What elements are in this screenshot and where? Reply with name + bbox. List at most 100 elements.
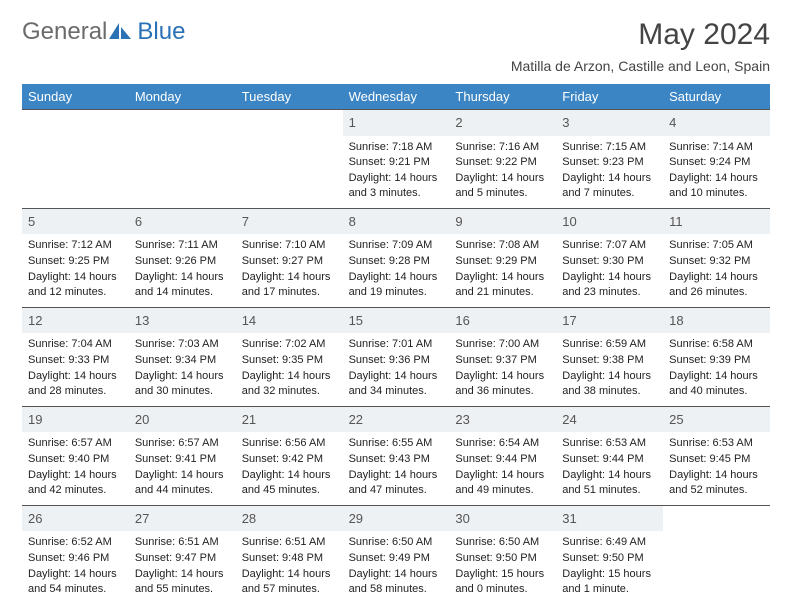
month-title: May 2024: [511, 18, 770, 52]
day-number: 8: [343, 209, 450, 235]
week-row: 1Sunrise: 7:18 AMSunset: 9:21 PMDaylight…: [22, 109, 770, 208]
daylight-text: Daylight: 14 hours and 12 minutes.: [28, 270, 123, 300]
daylight-text: Daylight: 14 hours and 17 minutes.: [242, 270, 337, 300]
sunset-text: Sunset: 9:32 PM: [669, 254, 764, 269]
day-content: Sunrise: 7:09 AMSunset: 9:28 PMDaylight:…: [343, 234, 450, 306]
day-content: Sunrise: 6:50 AMSunset: 9:49 PMDaylight:…: [343, 531, 450, 603]
day-content: Sunrise: 7:10 AMSunset: 9:27 PMDaylight:…: [236, 234, 343, 306]
week-row: 19Sunrise: 6:57 AMSunset: 9:40 PMDayligh…: [22, 406, 770, 505]
sunset-text: Sunset: 9:47 PM: [135, 551, 230, 566]
day-cell: 18Sunrise: 6:58 AMSunset: 9:39 PMDayligh…: [663, 307, 770, 406]
day-content: Sunrise: 7:01 AMSunset: 9:36 PMDaylight:…: [343, 333, 450, 405]
day-cell: 6Sunrise: 7:11 AMSunset: 9:26 PMDaylight…: [129, 208, 236, 307]
sunset-text: Sunset: 9:27 PM: [242, 254, 337, 269]
day-cell: 27Sunrise: 6:51 AMSunset: 9:47 PMDayligh…: [129, 505, 236, 604]
day-cell: 9Sunrise: 7:08 AMSunset: 9:29 PMDaylight…: [449, 208, 556, 307]
sunset-text: Sunset: 9:36 PM: [349, 353, 444, 368]
day-cell: 25Sunrise: 6:53 AMSunset: 9:45 PMDayligh…: [663, 406, 770, 505]
sunrise-text: Sunrise: 6:55 AM: [349, 436, 444, 451]
page-header: General Blue May 2024 Matilla de Arzon, …: [22, 18, 770, 74]
day-content: Sunrise: 7:00 AMSunset: 9:37 PMDaylight:…: [449, 333, 556, 405]
day-cell: 12Sunrise: 7:04 AMSunset: 9:33 PMDayligh…: [22, 307, 129, 406]
day-number: 25: [663, 407, 770, 433]
day-cell: 20Sunrise: 6:57 AMSunset: 9:41 PMDayligh…: [129, 406, 236, 505]
daylight-text: Daylight: 14 hours and 32 minutes.: [242, 369, 337, 399]
calendar: SundayMondayTuesdayWednesdayThursdayFrid…: [22, 84, 770, 604]
sunrise-text: Sunrise: 7:15 AM: [562, 140, 657, 155]
day-number: 11: [663, 209, 770, 235]
day-content: Sunrise: 7:03 AMSunset: 9:34 PMDaylight:…: [129, 333, 236, 405]
day-cell: 31Sunrise: 6:49 AMSunset: 9:50 PMDayligh…: [556, 505, 663, 604]
sunset-text: Sunset: 9:50 PM: [562, 551, 657, 566]
sunset-text: Sunset: 9:33 PM: [28, 353, 123, 368]
logo-text-general: General: [22, 18, 107, 46]
sunrise-text: Sunrise: 7:04 AM: [28, 337, 123, 352]
day-number: 12: [22, 308, 129, 334]
daylight-text: Daylight: 14 hours and 36 minutes.: [455, 369, 550, 399]
daylight-text: Daylight: 14 hours and 23 minutes.: [562, 270, 657, 300]
day-content: Sunrise: 6:56 AMSunset: 9:42 PMDaylight:…: [236, 432, 343, 504]
logo-sails-icon: [107, 19, 133, 46]
sunset-text: Sunset: 9:22 PM: [455, 155, 550, 170]
day-number: 30: [449, 506, 556, 532]
daylight-text: Daylight: 14 hours and 38 minutes.: [562, 369, 657, 399]
day-content: Sunrise: 6:54 AMSunset: 9:44 PMDaylight:…: [449, 432, 556, 504]
daylight-text: Daylight: 14 hours and 30 minutes.: [135, 369, 230, 399]
week-row: 26Sunrise: 6:52 AMSunset: 9:46 PMDayligh…: [22, 505, 770, 604]
sunrise-text: Sunrise: 7:16 AM: [455, 140, 550, 155]
day-header-cell: Thursday: [449, 84, 556, 109]
day-content: Sunrise: 7:11 AMSunset: 9:26 PMDaylight:…: [129, 234, 236, 306]
sunrise-text: Sunrise: 7:00 AM: [455, 337, 550, 352]
day-cell: 24Sunrise: 6:53 AMSunset: 9:44 PMDayligh…: [556, 406, 663, 505]
sunrise-text: Sunrise: 7:01 AM: [349, 337, 444, 352]
sunrise-text: Sunrise: 7:10 AM: [242, 238, 337, 253]
day-cell: 10Sunrise: 7:07 AMSunset: 9:30 PMDayligh…: [556, 208, 663, 307]
sunset-text: Sunset: 9:44 PM: [562, 452, 657, 467]
daylight-text: Daylight: 14 hours and 7 minutes.: [562, 171, 657, 201]
day-number: 15: [343, 308, 450, 334]
empty-cell: [663, 505, 770, 604]
day-content: Sunrise: 7:18 AMSunset: 9:21 PMDaylight:…: [343, 136, 450, 208]
sunset-text: Sunset: 9:26 PM: [135, 254, 230, 269]
sunrise-text: Sunrise: 6:57 AM: [135, 436, 230, 451]
day-number: 7: [236, 209, 343, 235]
day-header-cell: Monday: [129, 84, 236, 109]
sunrise-text: Sunrise: 6:53 AM: [562, 436, 657, 451]
sunrise-text: Sunrise: 6:50 AM: [455, 535, 550, 550]
sunrise-text: Sunrise: 7:11 AM: [135, 238, 230, 253]
day-number: 20: [129, 407, 236, 433]
sunrise-text: Sunrise: 7:12 AM: [28, 238, 123, 253]
sunrise-text: Sunrise: 7:07 AM: [562, 238, 657, 253]
sunset-text: Sunset: 9:25 PM: [28, 254, 123, 269]
day-cell: 13Sunrise: 7:03 AMSunset: 9:34 PMDayligh…: [129, 307, 236, 406]
daylight-text: Daylight: 14 hours and 47 minutes.: [349, 468, 444, 498]
sunrise-text: Sunrise: 6:58 AM: [669, 337, 764, 352]
empty-cell: [22, 109, 129, 208]
day-number: 23: [449, 407, 556, 433]
daylight-text: Daylight: 14 hours and 14 minutes.: [135, 270, 230, 300]
day-content: Sunrise: 7:07 AMSunset: 9:30 PMDaylight:…: [556, 234, 663, 306]
day-number: 2: [449, 110, 556, 136]
day-content: Sunrise: 6:51 AMSunset: 9:48 PMDaylight:…: [236, 531, 343, 603]
day-cell: 17Sunrise: 6:59 AMSunset: 9:38 PMDayligh…: [556, 307, 663, 406]
day-cell: 1Sunrise: 7:18 AMSunset: 9:21 PMDaylight…: [343, 109, 450, 208]
daylight-text: Daylight: 14 hours and 44 minutes.: [135, 468, 230, 498]
sunset-text: Sunset: 9:35 PM: [242, 353, 337, 368]
sunrise-text: Sunrise: 6:56 AM: [242, 436, 337, 451]
day-cell: 4Sunrise: 7:14 AMSunset: 9:24 PMDaylight…: [663, 109, 770, 208]
sunset-text: Sunset: 9:39 PM: [669, 353, 764, 368]
day-content: Sunrise: 7:04 AMSunset: 9:33 PMDaylight:…: [22, 333, 129, 405]
day-cell: 22Sunrise: 6:55 AMSunset: 9:43 PMDayligh…: [343, 406, 450, 505]
day-number: 28: [236, 506, 343, 532]
sunrise-text: Sunrise: 7:08 AM: [455, 238, 550, 253]
day-cell: 28Sunrise: 6:51 AMSunset: 9:48 PMDayligh…: [236, 505, 343, 604]
daylight-text: Daylight: 14 hours and 10 minutes.: [669, 171, 764, 201]
weeks-container: 1Sunrise: 7:18 AMSunset: 9:21 PMDaylight…: [22, 109, 770, 604]
daylight-text: Daylight: 15 hours and 0 minutes.: [455, 567, 550, 597]
sunset-text: Sunset: 9:29 PM: [455, 254, 550, 269]
sunrise-text: Sunrise: 6:57 AM: [28, 436, 123, 451]
daylight-text: Daylight: 14 hours and 26 minutes.: [669, 270, 764, 300]
sunset-text: Sunset: 9:30 PM: [562, 254, 657, 269]
day-header-cell: Wednesday: [343, 84, 450, 109]
day-content: Sunrise: 6:57 AMSunset: 9:40 PMDaylight:…: [22, 432, 129, 504]
